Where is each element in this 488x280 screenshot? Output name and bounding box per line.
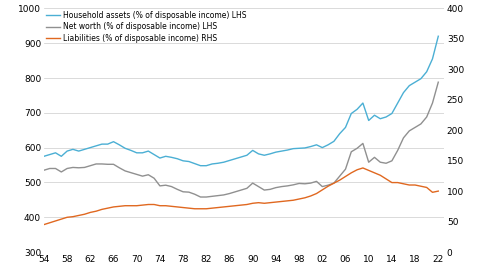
Household assets (% of disposable income) LHS (435, 34, 441, 38)
Net worth (% of disposable income) LHS (198, 195, 203, 199)
Household assets (% of disposable income) LHS (116, 143, 122, 146)
Liabilities (% of disposable income) RHS (267, 201, 273, 204)
Household assets (% of disposable income) LHS (41, 155, 47, 158)
Household assets (% of disposable income) LHS (198, 164, 203, 167)
Household assets (% of disposable income) LHS (273, 150, 279, 154)
Household assets (% of disposable income) LHS (174, 157, 180, 160)
Liabilities (% of disposable income) RHS (70, 215, 76, 218)
Net worth (% of disposable income) LHS (41, 169, 47, 172)
Net worth (% of disposable income) LHS (273, 186, 279, 189)
Household assets (% of disposable income) LHS (70, 148, 76, 151)
Liabilities (% of disposable income) RHS (429, 191, 435, 194)
Liabilities (% of disposable income) RHS (435, 190, 441, 193)
Line: Net worth (% of disposable income) LHS: Net worth (% of disposable income) LHS (44, 82, 438, 197)
Net worth (% of disposable income) LHS (116, 166, 122, 169)
Household assets (% of disposable income) LHS (429, 57, 435, 60)
Net worth (% of disposable income) LHS (435, 80, 441, 84)
Liabilities (% of disposable income) RHS (116, 205, 122, 208)
Net worth (% of disposable income) LHS (70, 166, 76, 169)
Legend: Household assets (% of disposable income) LHS, Net worth (% of disposable income: Household assets (% of disposable income… (45, 10, 247, 44)
Liabilities (% of disposable income) RHS (174, 205, 180, 209)
Liabilities (% of disposable income) RHS (168, 205, 174, 208)
Net worth (% of disposable income) LHS (168, 185, 174, 188)
Household assets (% of disposable income) LHS (168, 156, 174, 159)
Line: Liabilities (% of disposable income) RHS: Liabilities (% of disposable income) RHS (44, 168, 438, 225)
Line: Household assets (% of disposable income) LHS: Household assets (% of disposable income… (44, 36, 438, 166)
Net worth (% of disposable income) LHS (429, 101, 435, 105)
Liabilities (% of disposable income) RHS (41, 223, 47, 226)
Liabilities (% of disposable income) RHS (360, 166, 366, 170)
Net worth (% of disposable income) LHS (174, 188, 180, 191)
